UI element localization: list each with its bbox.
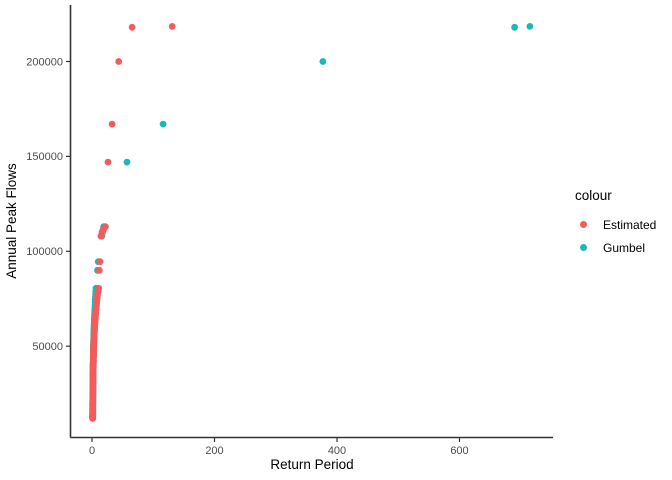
data-point-gumbel: [526, 23, 534, 30]
data-point-gumbel: [319, 58, 327, 65]
legend-item-gumbel-label: Gumbel: [603, 240, 646, 255]
y-axis-title: Annual Peak Flows: [4, 163, 19, 279]
data-point-estimated: [168, 23, 176, 30]
legend-item-estimated-label: Estimated: [603, 217, 657, 232]
y-tick-label: 150000: [26, 151, 63, 163]
legend: colour Estimated Gumbel: [575, 188, 656, 259]
axes-layer: 0 200 400 600 50000 100000 150000 200000: [26, 5, 553, 457]
y-tick-label: 50000: [32, 341, 63, 353]
gumbel-swatch-icon: [580, 244, 587, 251]
legend-item-gumbel: Gumbel: [575, 236, 656, 259]
data-point-estimated: [128, 23, 136, 31]
data-point-estimated: [95, 266, 103, 274]
points-layer: [89, 23, 534, 422]
data-point-estimated: [96, 258, 104, 266]
data-point-gumbel: [123, 158, 131, 166]
x-tick-label: 200: [205, 445, 223, 457]
estimated-swatch-icon: [580, 221, 587, 228]
data-point-estimated: [89, 414, 96, 422]
x-axis-title: Return Period: [270, 457, 353, 472]
legend-item-estimated: Estimated: [575, 213, 656, 236]
data-point-estimated: [97, 232, 105, 240]
data-point-estimated: [115, 58, 123, 65]
x-tick-label: 400: [328, 445, 346, 457]
legend-title: colour: [575, 188, 612, 203]
y-tick-label: 100000: [26, 246, 63, 258]
data-point-gumbel: [511, 23, 518, 31]
y-tick-label: 200000: [26, 56, 63, 68]
x-tick-label: 0: [89, 445, 95, 457]
data-point-gumbel: [159, 120, 167, 128]
x-tick-label: 600: [450, 445, 468, 457]
data-point-estimated: [108, 120, 116, 128]
data-point-estimated: [104, 158, 112, 166]
